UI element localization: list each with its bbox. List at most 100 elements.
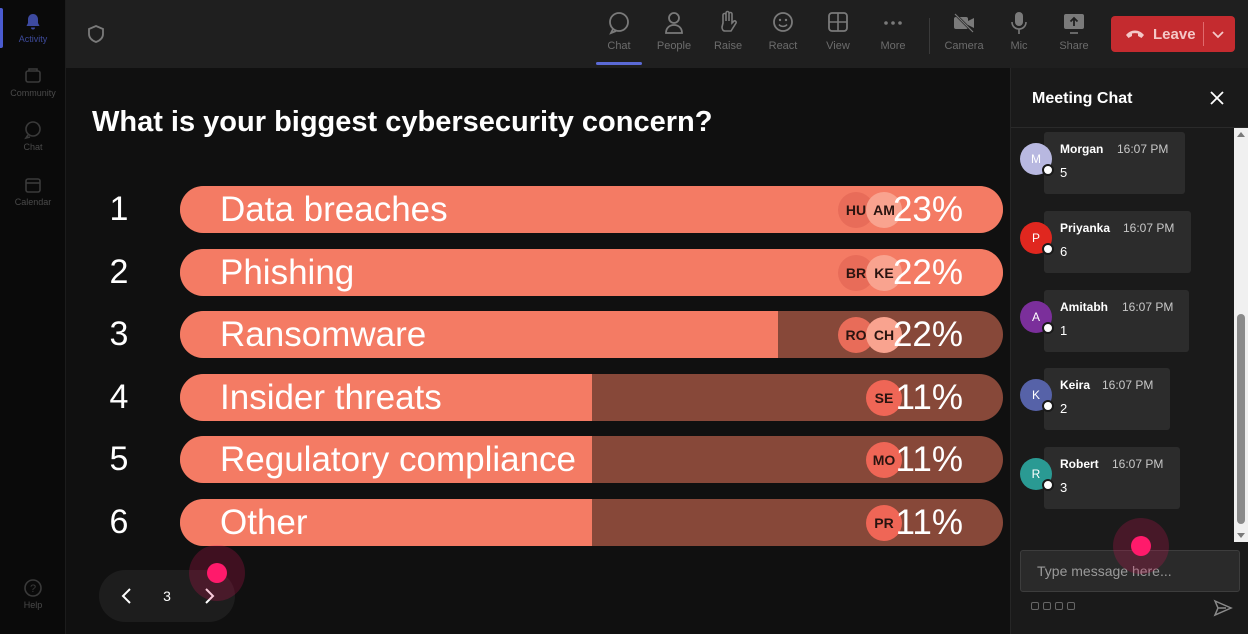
toolbar-label: Raise xyxy=(713,40,743,52)
poll-option-percent: 22% xyxy=(892,315,963,354)
rail-item-chat[interactable]: Chat xyxy=(0,120,66,172)
smile-icon xyxy=(773,12,793,32)
poll-option-fill xyxy=(180,311,778,358)
poll-option-3[interactable]: 3 Ransomware RO CH 22% xyxy=(66,311,1010,359)
toolbar-label: View xyxy=(826,40,850,52)
mic-icon xyxy=(1011,12,1027,34)
toolbar-chat-button[interactable]: Chat xyxy=(592,10,646,62)
rail-item-community[interactable]: Community xyxy=(0,66,66,118)
toolbar-view-button[interactable]: View xyxy=(811,10,865,62)
emoji-icon[interactable] xyxy=(1055,602,1063,610)
rail-item-label: Calendar xyxy=(14,197,52,207)
voter-avatar: MO xyxy=(866,442,902,478)
message-text: 3 xyxy=(1060,480,1068,495)
toolbar-mic-button[interactable]: Mic xyxy=(992,10,1046,62)
chat-message-list: Morgan 16:07 PM 5 M Priyanka 16:07 PM 6 P Amitab… xyxy=(1011,128,1233,542)
chat-title: Meeting Chat xyxy=(1032,90,1133,107)
people-icon xyxy=(665,12,683,34)
toolbar-raise-button[interactable]: Raise xyxy=(701,10,755,62)
more-icon xyxy=(884,21,902,25)
poll-option-label: Insider threats xyxy=(220,377,442,417)
chevron-down-icon[interactable] xyxy=(1211,27,1225,41)
message-time: 16:07 PM xyxy=(1102,378,1154,392)
poll-option-bar: Other PR 11% xyxy=(180,498,1003,546)
rail-item-calendar[interactable]: Calendar xyxy=(0,175,66,227)
voter-avatar: PR xyxy=(866,504,902,541)
phone-hangup-icon xyxy=(1126,30,1144,38)
leave-label: Leave xyxy=(1153,25,1196,43)
gif-icon[interactable] xyxy=(1067,602,1075,610)
help-icon: ? xyxy=(24,579,42,597)
poll-option-percent: 11% xyxy=(895,502,963,542)
meeting-chat-panel: Meeting Chat Morgan 16:07 PM 5 M Priyanka 16:… xyxy=(1010,68,1248,634)
poll-option-number: 1 xyxy=(109,190,129,228)
poll-option-number: 6 xyxy=(109,502,129,541)
poll-option-label: Data breaches xyxy=(220,190,448,229)
format-icon[interactable] xyxy=(1031,602,1039,610)
close-icon[interactable] xyxy=(1209,90,1225,106)
toolbar-react-button[interactable]: React xyxy=(756,10,810,62)
page-number: 3 xyxy=(163,588,171,604)
toolbar-label: React xyxy=(768,40,798,52)
message-time: 16:07 PM xyxy=(1117,142,1169,156)
toolbar-more-button[interactable]: More xyxy=(866,10,920,62)
svg-text:?: ? xyxy=(30,583,36,595)
message-bubble: Keira 16:07 PM 2 xyxy=(1044,368,1170,430)
toolbar-label: More xyxy=(880,40,906,52)
message-text: 2 xyxy=(1060,401,1068,416)
poll-option-percent: 22% xyxy=(892,252,963,292)
poll-option-5[interactable]: 5 Regulatory compliance MO 11% xyxy=(66,436,1010,484)
poll-option-number: 5 xyxy=(109,440,129,478)
message-time: 16:07 PM xyxy=(1123,221,1175,235)
rail-item-label: Chat xyxy=(23,142,43,152)
hand-icon xyxy=(721,10,737,32)
presence-status-icon xyxy=(1042,322,1054,334)
voter-avatar: CH xyxy=(866,317,902,353)
toolbar-separator xyxy=(929,18,930,54)
poll-option-percent: 11% xyxy=(895,440,963,479)
poll-option-bar: Ransomware RO CH 22% xyxy=(180,311,1003,358)
poll-option-4[interactable]: 4 Insider threats SE 11% xyxy=(66,373,1010,422)
camera-off-icon xyxy=(954,13,974,33)
chat-icon xyxy=(609,12,629,35)
shield-icon[interactable] xyxy=(86,24,106,44)
leave-divider xyxy=(1203,22,1204,46)
toolbar-label: Share xyxy=(1059,40,1089,52)
attach-icon[interactable] xyxy=(1043,602,1051,610)
poll-option-number: 2 xyxy=(109,252,129,291)
message-bubble: Priyanka 16:07 PM 6 xyxy=(1044,211,1191,273)
share-icon xyxy=(1064,14,1084,34)
message-time: 16:07 PM xyxy=(1122,300,1174,314)
toolbar-people-button[interactable]: People xyxy=(647,10,701,62)
community-icon xyxy=(25,68,41,83)
toolbar-share-button[interactable]: Share xyxy=(1047,10,1101,62)
voter-avatar: SE xyxy=(866,379,902,416)
message-text: 6 xyxy=(1060,244,1068,259)
rail-item-help[interactable]: ? Help xyxy=(0,578,66,630)
send-icon[interactable] xyxy=(1213,598,1233,618)
message-sender: Morgan xyxy=(1060,142,1104,156)
scroll-up-arrow[interactable] xyxy=(1237,132,1245,137)
scroll-down-arrow[interactable] xyxy=(1237,533,1245,538)
presence-status-icon xyxy=(1042,400,1054,412)
presence-status-icon xyxy=(1042,164,1054,176)
scroll-thumb[interactable] xyxy=(1237,314,1245,524)
rail-item-activity[interactable]: Activity xyxy=(0,12,66,64)
presence-status-icon xyxy=(1042,243,1054,255)
toolbar-label: Chat xyxy=(607,40,631,52)
poll-question: What is your biggest cybersecurity conce… xyxy=(92,106,713,138)
chat-scrollbar[interactable] xyxy=(1234,128,1248,542)
chat-message-input[interactable] xyxy=(1020,550,1240,592)
poll-option-label: Ransomware xyxy=(220,315,427,354)
poll-option-2[interactable]: 2 Phishing BR KE 22% xyxy=(66,248,1010,297)
message-time: 16:07 PM xyxy=(1112,457,1164,471)
message-sender: Robert xyxy=(1060,457,1099,471)
leave-button[interactable]: Leave xyxy=(1111,16,1235,52)
chevron-left-icon[interactable] xyxy=(117,586,137,606)
voter-avatar: AM xyxy=(866,192,902,228)
rail-active-indicator xyxy=(0,8,3,48)
poll-option-1[interactable]: 1 Data breaches HU AM 23% xyxy=(66,186,1010,234)
toolbar-camera-button[interactable]: Camera xyxy=(937,10,991,62)
poll-option-6[interactable]: 6 Other PR 11% xyxy=(66,498,1010,547)
chevron-right-icon[interactable] xyxy=(199,586,219,606)
